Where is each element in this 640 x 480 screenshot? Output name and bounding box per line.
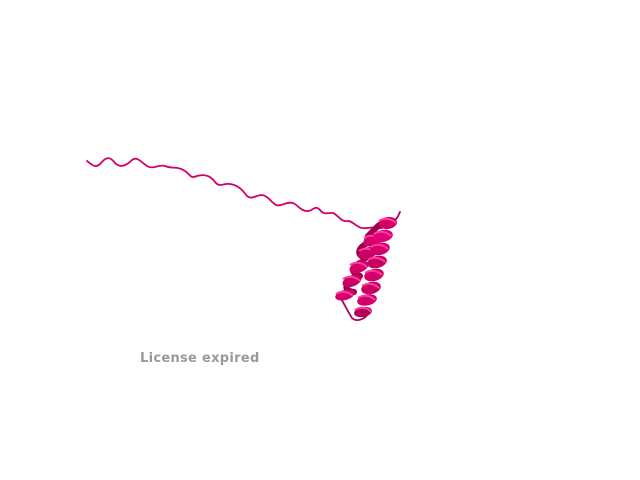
alpha-helix-2: [354, 216, 397, 318]
license-watermark: License expired: [140, 351, 260, 366]
random-coil: [86, 157, 397, 230]
